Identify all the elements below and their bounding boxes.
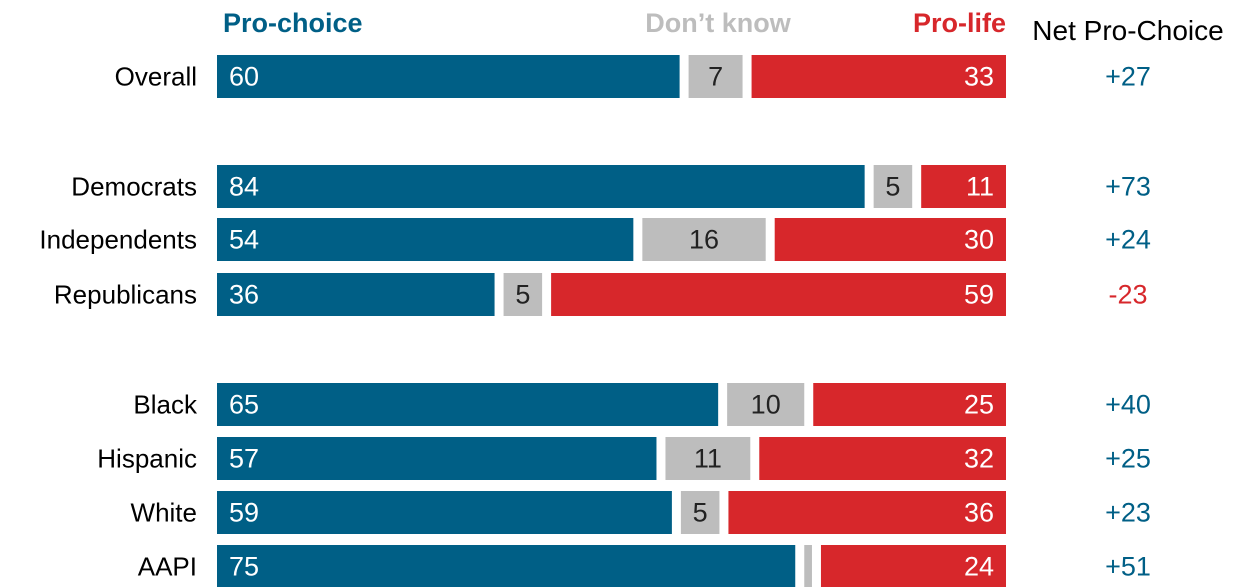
bar-pro-life-black — [813, 383, 1006, 426]
value-pro-life-overall: 33 — [964, 62, 994, 92]
value-pro-choice-democrats: 84 — [229, 172, 259, 202]
bar-pro-choice-overall — [217, 55, 680, 98]
value-dont-know-overall: 7 — [708, 62, 723, 92]
value-pro-choice-white: 59 — [229, 498, 259, 528]
net-value-democrats: +73 — [1105, 172, 1151, 202]
row-label-black: Black — [133, 390, 198, 420]
value-pro-choice-overall: 60 — [229, 62, 259, 92]
bar-pro-life-republicans — [551, 273, 1006, 316]
bar-pro-choice-republicans — [217, 273, 495, 316]
bar-pro-choice-white — [217, 491, 672, 534]
bar-pro-choice-aapi — [217, 545, 796, 587]
bar-dont-know-white — [680, 491, 720, 534]
row-label-white: White — [131, 498, 197, 528]
value-dont-know-hispanic: 11 — [694, 444, 722, 474]
value-pro-life-republicans: 59 — [964, 280, 994, 310]
row-label-independents: Independents — [39, 225, 197, 255]
value-dont-know-republicans: 5 — [515, 280, 530, 310]
row-label-republicans: Republicans — [54, 280, 197, 310]
net-value-white: +23 — [1105, 498, 1151, 528]
header-dont-know: Don’t know — [645, 8, 791, 38]
bar-pro-life-overall — [751, 55, 1006, 98]
bar-pro-choice-democrats — [217, 165, 865, 208]
bar-pro-choice-hispanic — [217, 437, 657, 480]
value-pro-life-white: 36 — [964, 498, 994, 528]
net-value-aapi: +51 — [1105, 552, 1151, 582]
value-pro-life-black: 25 — [964, 390, 994, 420]
bar-pro-life-hispanic — [759, 437, 1006, 480]
value-pro-life-independents: 30 — [964, 225, 994, 255]
value-pro-choice-independents: 54 — [229, 225, 259, 255]
value-dont-know-democrats: 5 — [885, 172, 900, 202]
net-value-independents: +24 — [1105, 225, 1151, 255]
bar-pro-life-democrats — [921, 165, 1006, 208]
net-value-black: +40 — [1105, 390, 1151, 420]
value-dont-know-black: 10 — [751, 390, 781, 420]
value-pro-choice-republicans: 36 — [229, 280, 259, 310]
value-pro-choice-hispanic: 57 — [229, 444, 259, 474]
row-label-overall: Overall — [115, 62, 197, 92]
value-pro-choice-black: 65 — [229, 390, 259, 420]
net-value-republicans: -23 — [1108, 280, 1147, 310]
bar-pro-life-white — [728, 491, 1006, 534]
bar-dont-know-black — [727, 383, 805, 426]
net-value-hispanic: +25 — [1105, 444, 1151, 474]
bar-dont-know-republicans — [503, 273, 543, 316]
bar-dont-know-aapi — [804, 545, 812, 587]
value-dont-know-white: 5 — [693, 498, 708, 528]
value-pro-choice-aapi: 75 — [229, 552, 259, 582]
row-label-democrats: Democrats — [71, 172, 197, 202]
bar-pro-choice-black — [217, 383, 719, 426]
value-pro-life-democrats: 11 — [966, 172, 994, 202]
value-dont-know-independents: 16 — [689, 225, 719, 255]
bar-dont-know-hispanic — [665, 437, 751, 480]
net-value-overall: +27 — [1105, 62, 1151, 92]
row-label-aapi: AAPI — [138, 552, 197, 582]
header-pro-life: Pro-life — [913, 8, 1006, 38]
row-label-hispanic: Hispanic — [97, 444, 197, 474]
bar-pro-life-aapi — [820, 545, 1006, 587]
chart-rows: Overall 60 7 33 +27 Democrats 84 5 11 +73 Independ… — [39, 55, 1151, 587]
header-pro-choice: Pro-choice — [223, 8, 363, 38]
bar-pro-choice-independents — [217, 218, 634, 261]
bar-dont-know-independents — [642, 218, 766, 261]
bar-pro-life-independents — [774, 218, 1006, 261]
bar-dont-know-democrats — [873, 165, 913, 208]
header-net-pro-choice: Net Pro-Choice — [1032, 15, 1223, 46]
value-pro-life-aapi: 24 — [964, 552, 994, 582]
bar-dont-know-overall — [688, 55, 743, 98]
value-pro-life-hispanic: 32 — [964, 444, 994, 474]
